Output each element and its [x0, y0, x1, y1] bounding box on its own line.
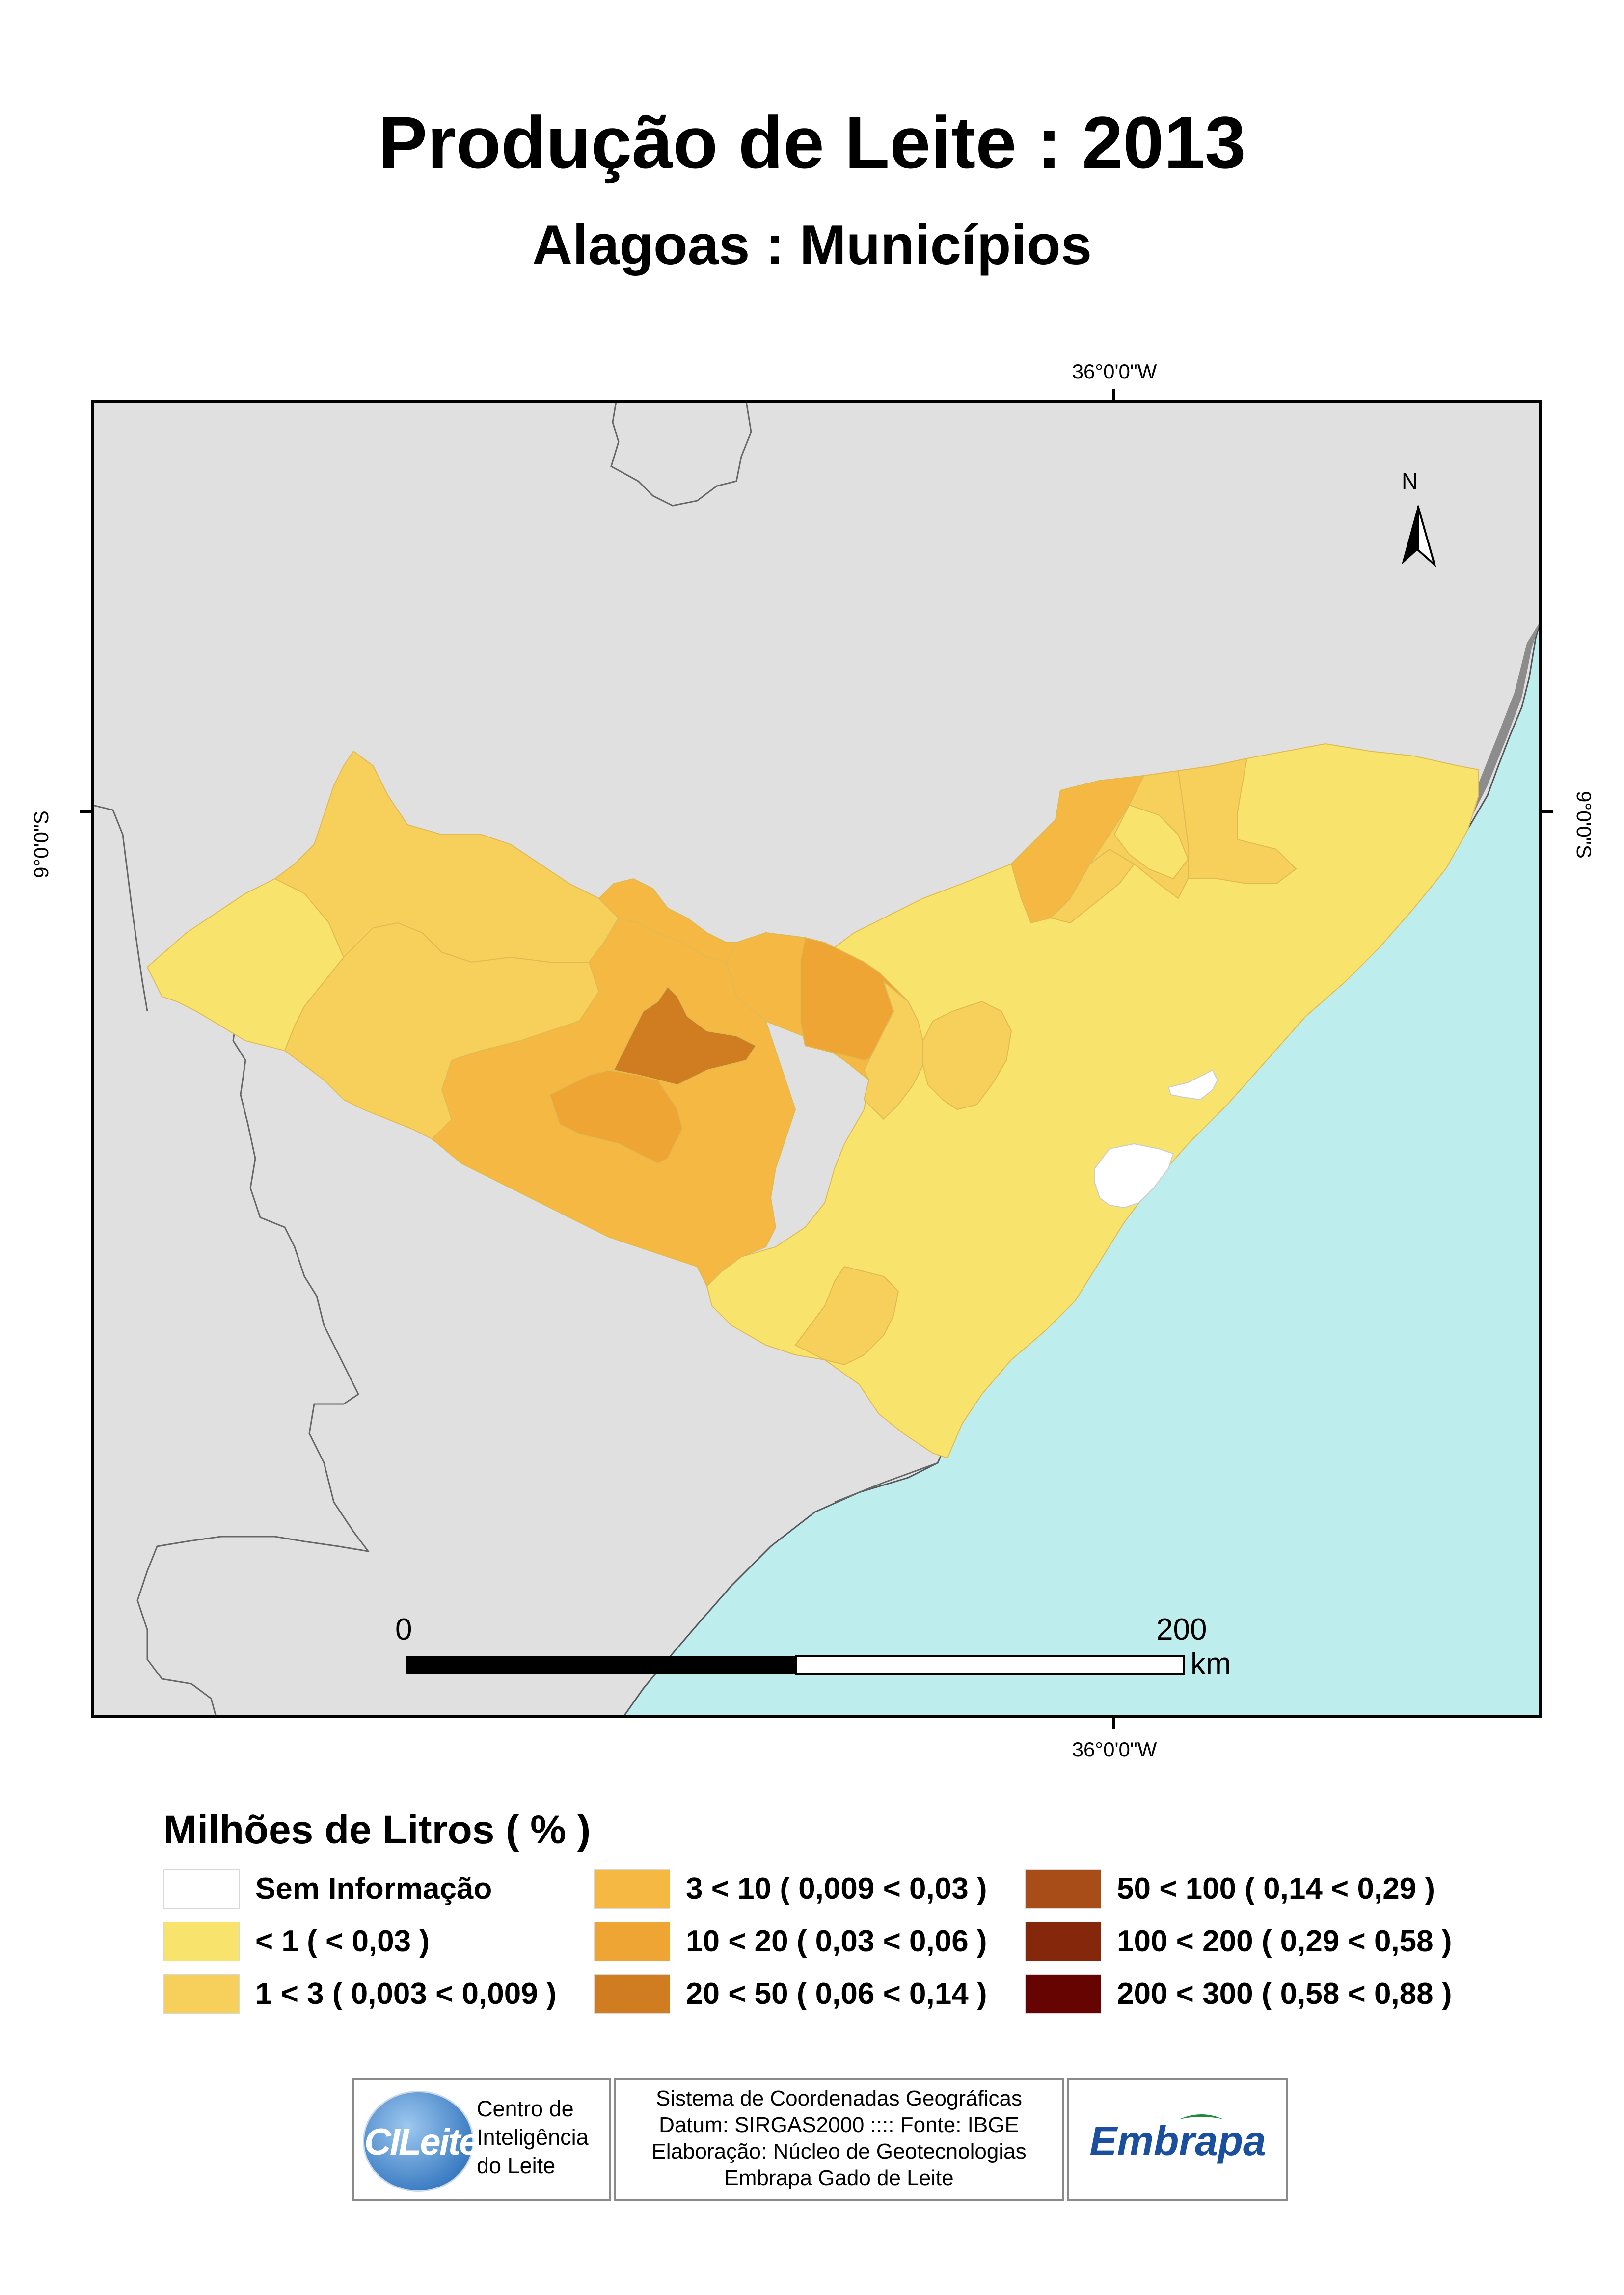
state-border-west	[92, 804, 148, 1012]
legend-label: 200 < 300 ( 0,58 < 0,88 )	[1117, 1977, 1452, 2011]
municipality-no-info-1	[1167, 1069, 1218, 1101]
cileite-logo-text: CILeite	[364, 2121, 480, 2163]
municipality-central-2	[598, 878, 737, 963]
legend-swatch	[594, 1974, 670, 2014]
legend-label: 100 < 200 ( 0,29 < 0,58 )	[1117, 1924, 1452, 1958]
embrapa-panel: Embrapa	[1067, 2078, 1288, 2201]
alagoas-state	[146, 743, 1479, 1459]
embrapa-logo-text: Embrapa	[1089, 2118, 1266, 2164]
cileite-name-line: Inteligência	[477, 2125, 589, 2150]
coord-label-right: 9°0'0"S	[1572, 791, 1596, 859]
map-title: Produção de Leite : 2013	[378, 101, 1246, 184]
legend-label: < 1 ( < 0,03 )	[255, 1924, 430, 1958]
north-arrow-icon	[1402, 505, 1436, 568]
scale-label-unit: km	[1191, 1647, 1231, 1681]
credits-panel: Sistema de Coordenadas Geográficas Datum…	[614, 2078, 1064, 2201]
coord-label-top: 36°0'0"W	[1072, 360, 1157, 383]
legend-label: Sem Informação	[255, 1872, 492, 1906]
legend-swatch	[594, 1922, 670, 1961]
legend-label: 3 < 10 ( 0,009 < 0,03 )	[686, 1872, 987, 1906]
embrapa-logo: Embrapa	[1086, 2114, 1266, 2164]
cileite-name: Centro de Inteligência do Leite	[477, 2095, 589, 2180]
legend-swatch	[594, 1869, 670, 1909]
map-subtitle: Alagoas : Municípios	[532, 214, 1092, 276]
coastal-strip	[1434, 621, 1541, 869]
legend-swatch	[163, 1974, 240, 2014]
municipality-east-small	[1113, 804, 1189, 880]
credits-line: Elaboração: Núcleo de Geotecnologias	[651, 2139, 1027, 2163]
scale-label-max: 200	[1156, 1613, 1207, 1647]
cileite-panel: CILeite Centro de Inteligência do Leite	[352, 2078, 611, 2201]
legend-label: 1 < 3 ( 0,003 < 0,009 )	[255, 1977, 557, 2011]
legend-swatch	[1025, 1922, 1101, 1961]
legend-swatch	[163, 1869, 240, 1909]
north-label: N	[1402, 468, 1418, 494]
legend-label: 10 < 20 ( 0,03 < 0,06 )	[686, 1924, 987, 1958]
map-border	[91, 400, 1542, 1718]
credits-line: Embrapa Gado de Leite	[724, 2166, 954, 2190]
cileite-logo: CILeite	[363, 2091, 480, 2192]
state-border-north	[610, 402, 752, 507]
legend-swatch	[1025, 1974, 1101, 2014]
legend-title: Milhões de Litros ( % )	[163, 1808, 591, 1852]
scale-label-zero: 0	[395, 1613, 412, 1647]
credits-line: Datum: SIRGAS2000 :::: Fonte: IBGE	[659, 2113, 1019, 2137]
coord-label-left: 9°0'0"S	[29, 810, 53, 878]
municipality-east-1-3-c	[1177, 757, 1297, 884]
legend-swatch	[1025, 1869, 1101, 1909]
coord-label-bottom: 36°0'0"W	[1072, 1738, 1157, 1761]
legend-swatch	[163, 1922, 240, 1961]
coastline-south	[834, 1462, 938, 1503]
municipality-east-1-3-d	[922, 1000, 1012, 1110]
cileite-name-line: Centro de	[477, 2096, 574, 2121]
municipality-10-20-a	[549, 1069, 683, 1164]
cileite-name-line: do Leite	[477, 2153, 556, 2178]
municipality-central-4	[863, 980, 923, 1120]
municipality-no-info-2	[1094, 1143, 1174, 1209]
scale-bar	[406, 1655, 1185, 1675]
legend-label: 50 < 100 ( 0,14 < 0,29 )	[1117, 1872, 1435, 1906]
municipality-east-1-3-b	[1050, 848, 1135, 924]
state-border-southwest	[136, 1006, 370, 1717]
legend-label: 20 < 50 ( 0,06 < 0,14 )	[686, 1977, 987, 2011]
credits-line: Sistema de Coordenadas Geográficas	[656, 2086, 1022, 2110]
municipality-south-1-3	[794, 1266, 899, 1366]
municipality-20-50	[613, 986, 757, 1086]
